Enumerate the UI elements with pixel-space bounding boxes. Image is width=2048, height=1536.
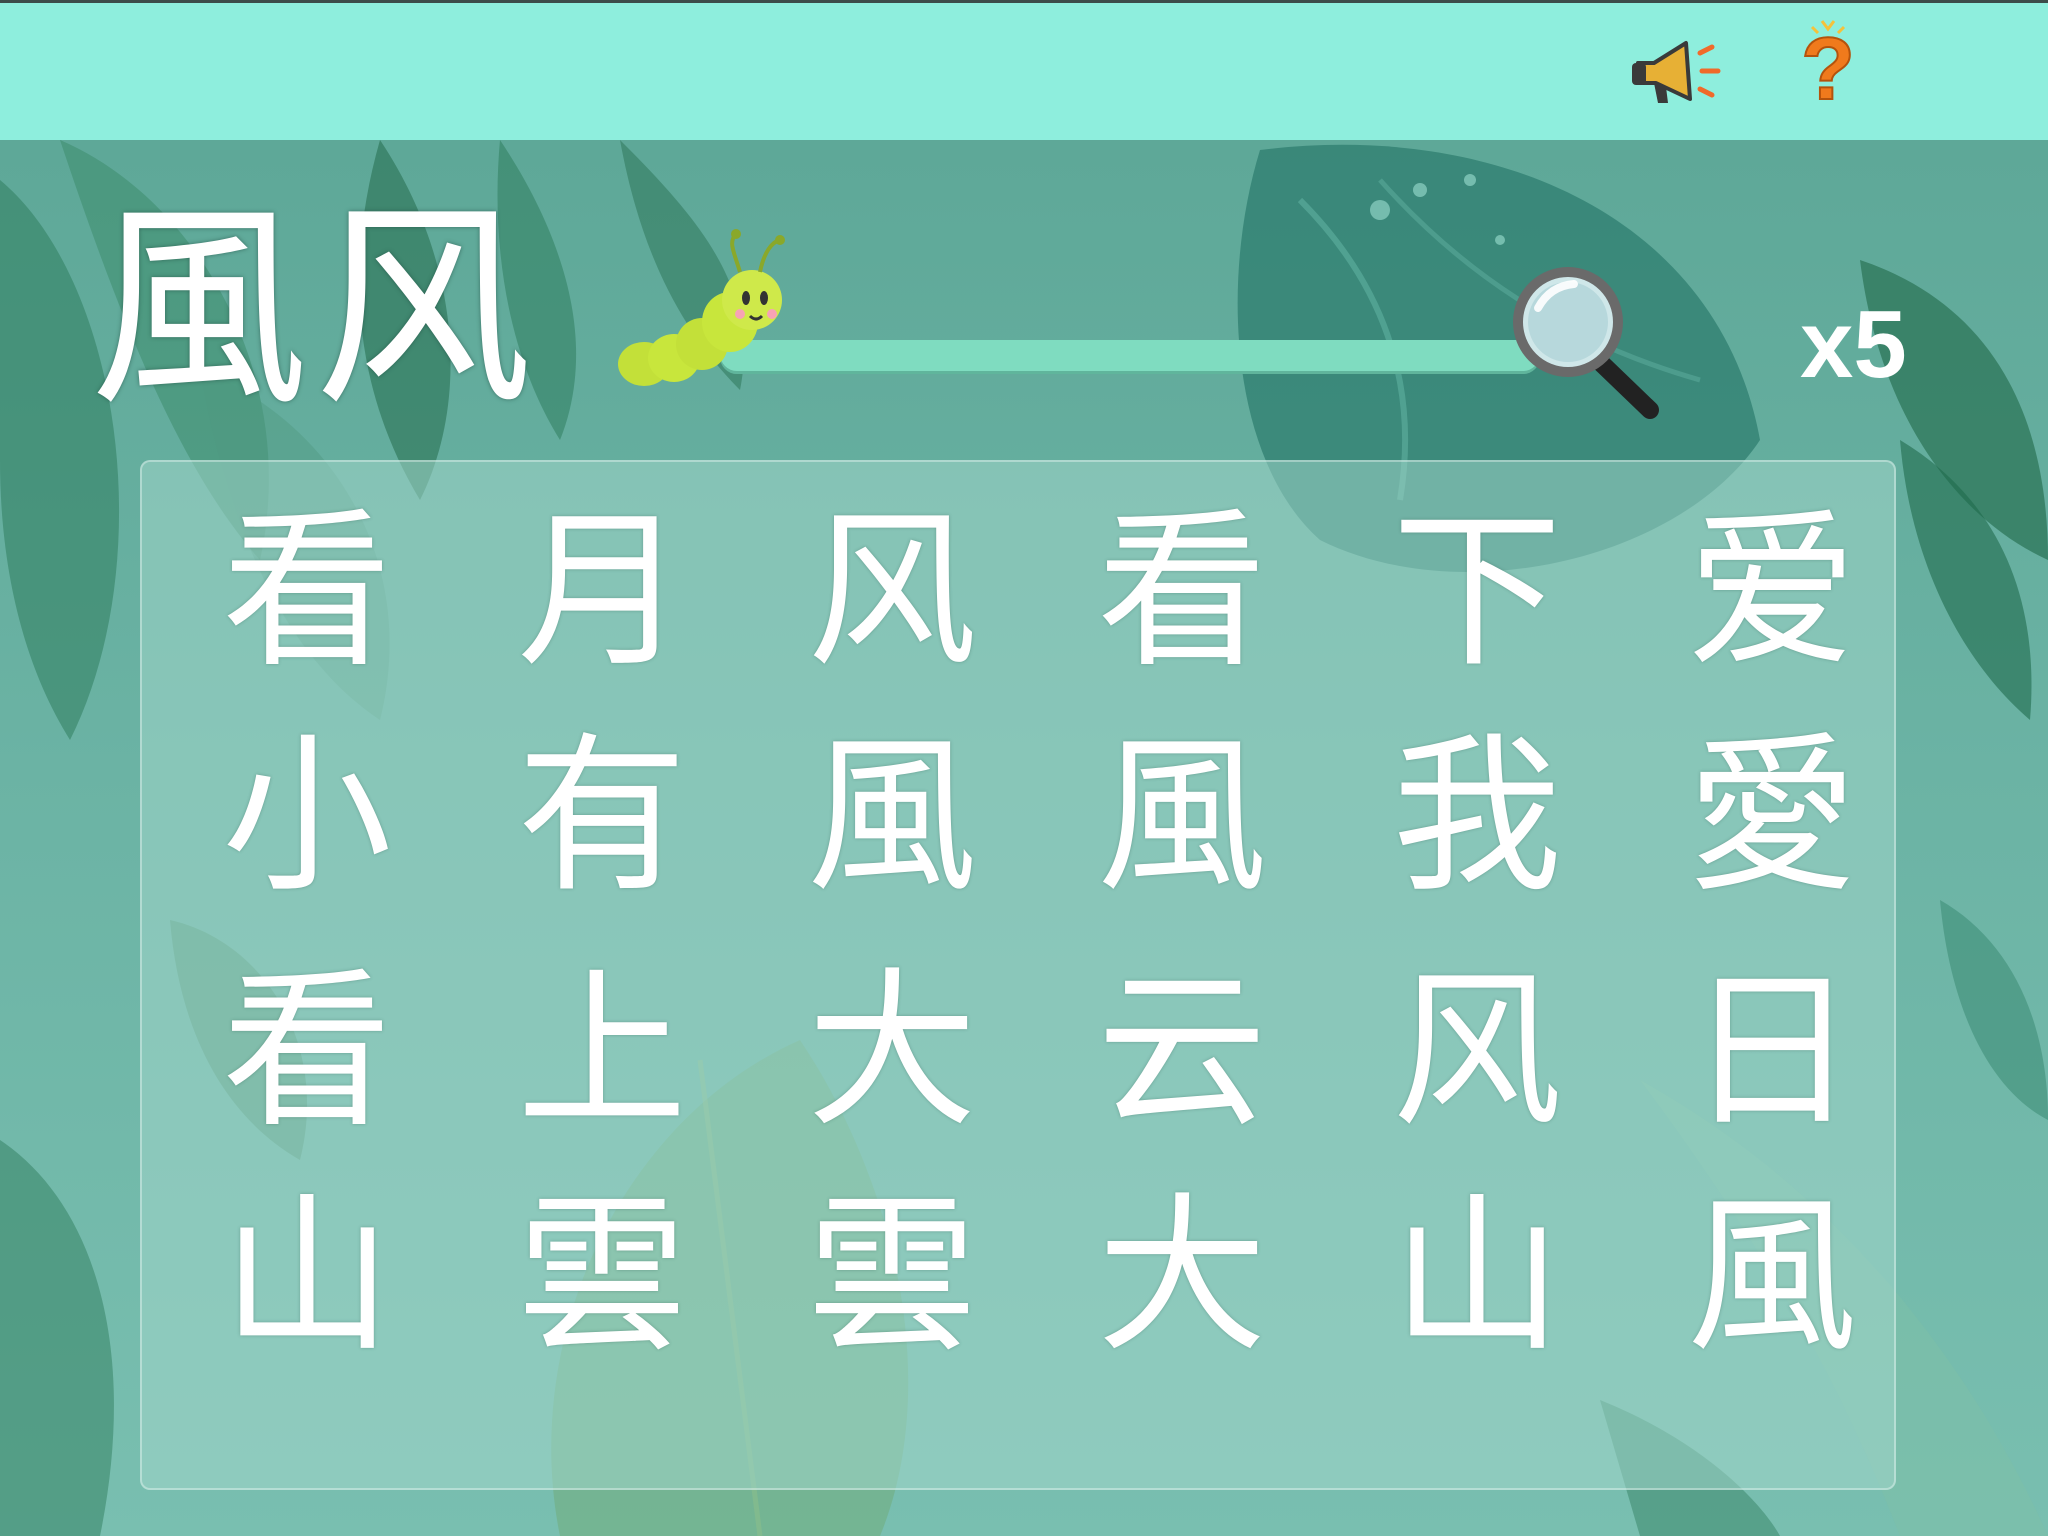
grid-cell[interactable]: 云 [1096,953,1267,1151]
grid-cell[interactable]: 月 [516,493,687,691]
progress-track [720,340,1540,374]
sound-button[interactable] [1628,33,1724,113]
speaker-megaphone-icon [1632,41,1721,103]
grid-cell[interactable]: 風 [806,718,977,916]
grid-cell[interactable]: 小 [221,718,392,916]
grid-cell[interactable]: 风 [806,493,977,691]
remaining-count: x5 [1800,291,1907,398]
svg-text:?: ? [1801,19,1855,117]
grid-cell[interactable]: 我 [1391,718,1562,916]
grid-cell[interactable]: 大 [806,953,977,1151]
grid-cell[interactable]: 大 [1096,1178,1267,1376]
grid-cell[interactable]: 山 [1391,1178,1562,1376]
grid-cell[interactable]: 雲 [516,1178,687,1376]
question-mark-icon: ? [1800,18,1856,119]
grid-cell[interactable]: 風 [1096,718,1267,916]
grid-cell[interactable]: 風 [1686,1178,1857,1376]
grid-cell[interactable]: 看 [1096,493,1267,691]
help-button[interactable]: ? [1796,17,1860,119]
grid-cell[interactable]: 有 [516,718,687,916]
target-character: 風 风 [90,175,532,445]
grid-cell[interactable]: 爱 [1686,493,1857,691]
caterpillar-icon [616,222,796,398]
top-bar: ? [0,0,2048,140]
grid-cell[interactable]: 愛 [1686,718,1857,916]
target-simplified: 风 [314,183,532,436]
grid-cell[interactable]: 下 [1391,493,1562,691]
magnifier-icon [1510,260,1660,420]
grid-cell[interactable]: 上 [516,953,687,1151]
grid-cell[interactable]: 看 [221,493,392,691]
grid-cell[interactable]: 看 [221,953,392,1151]
target-traditional: 風 [90,183,308,436]
grid-cell[interactable]: 山 [221,1178,392,1376]
grid-cell[interactable]: 风 [1391,953,1562,1151]
grid-cell[interactable]: 日 [1686,953,1857,1151]
character-grid: 看月风看下爱小有風風我愛看上大云风日山雲雲大山風 [140,460,1896,1490]
grid-cell[interactable]: 雲 [806,1178,977,1376]
